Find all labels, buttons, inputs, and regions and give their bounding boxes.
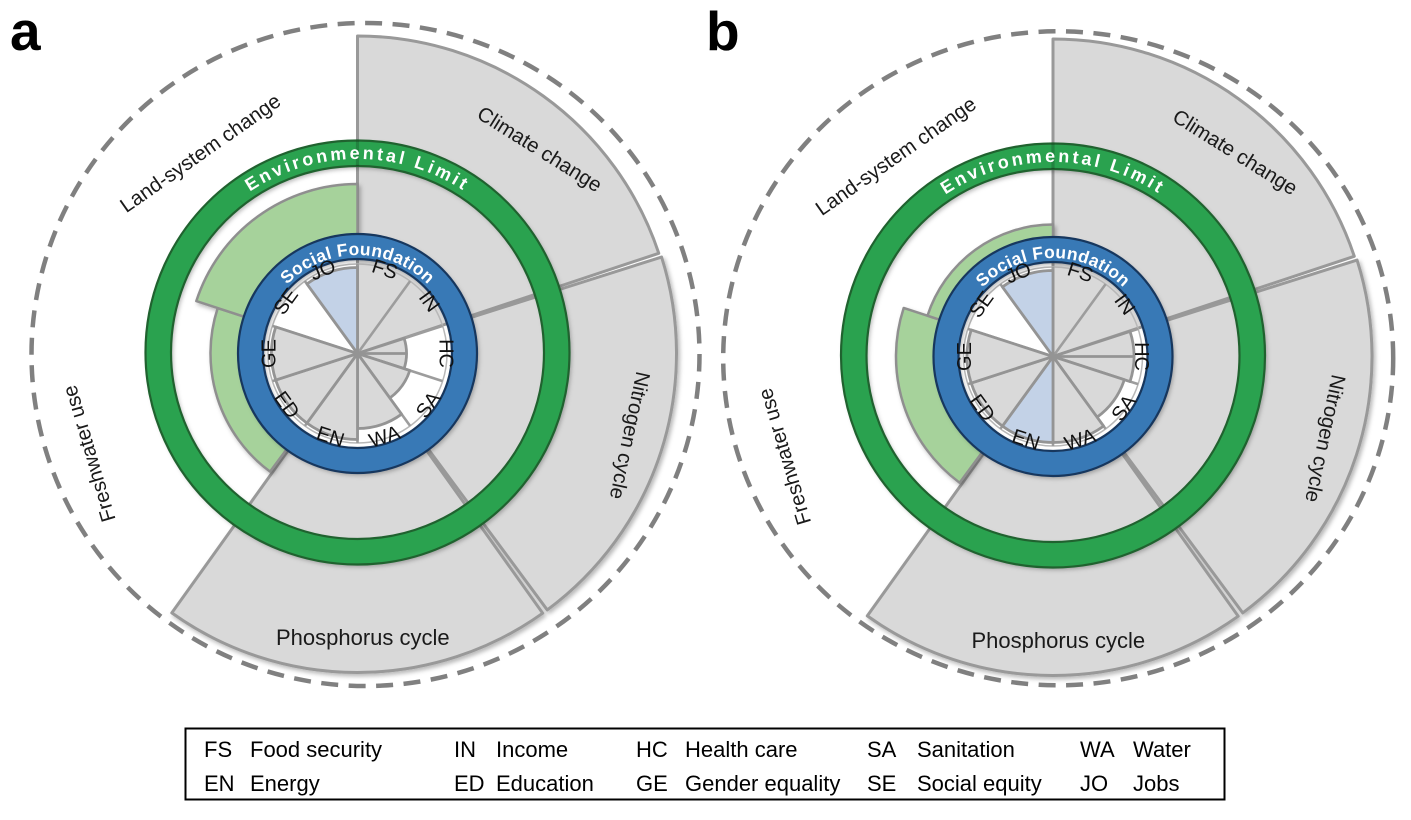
svg-text:HC: HC: [1130, 342, 1152, 371]
svg-text:GE: GE: [636, 771, 668, 796]
svg-text:a: a: [10, 0, 41, 62]
svg-text:Phosphorus cycle: Phosphorus cycle: [971, 628, 1145, 653]
svg-text:ED: ED: [454, 771, 485, 796]
svg-text:Education: Education: [496, 771, 594, 796]
svg-text:GE: GE: [954, 342, 976, 371]
svg-text:Jobs: Jobs: [1133, 771, 1179, 796]
svg-text:JO: JO: [1080, 771, 1108, 796]
svg-text:Sanitation: Sanitation: [917, 737, 1015, 762]
svg-text:HC: HC: [435, 339, 457, 368]
svg-text:Food security: Food security: [250, 737, 382, 762]
svg-text:Health care: Health care: [685, 737, 798, 762]
svg-text:EN: EN: [204, 771, 235, 796]
svg-text:IN: IN: [454, 737, 476, 762]
svg-text:HC: HC: [636, 737, 668, 762]
svg-text:Social equity: Social equity: [917, 771, 1042, 796]
svg-text:Phosphorus cycle: Phosphorus cycle: [276, 625, 450, 650]
svg-text:FS: FS: [204, 737, 232, 762]
svg-text:SA: SA: [867, 737, 897, 762]
svg-text:b: b: [706, 0, 740, 62]
svg-text:Gender equality: Gender equality: [685, 771, 840, 796]
svg-text:GE: GE: [259, 339, 281, 368]
svg-text:Energy: Energy: [250, 771, 320, 796]
svg-text:WA: WA: [1080, 737, 1115, 762]
svg-text:SE: SE: [867, 771, 896, 796]
svg-text:Income: Income: [496, 737, 568, 762]
svg-text:Water: Water: [1133, 737, 1191, 762]
